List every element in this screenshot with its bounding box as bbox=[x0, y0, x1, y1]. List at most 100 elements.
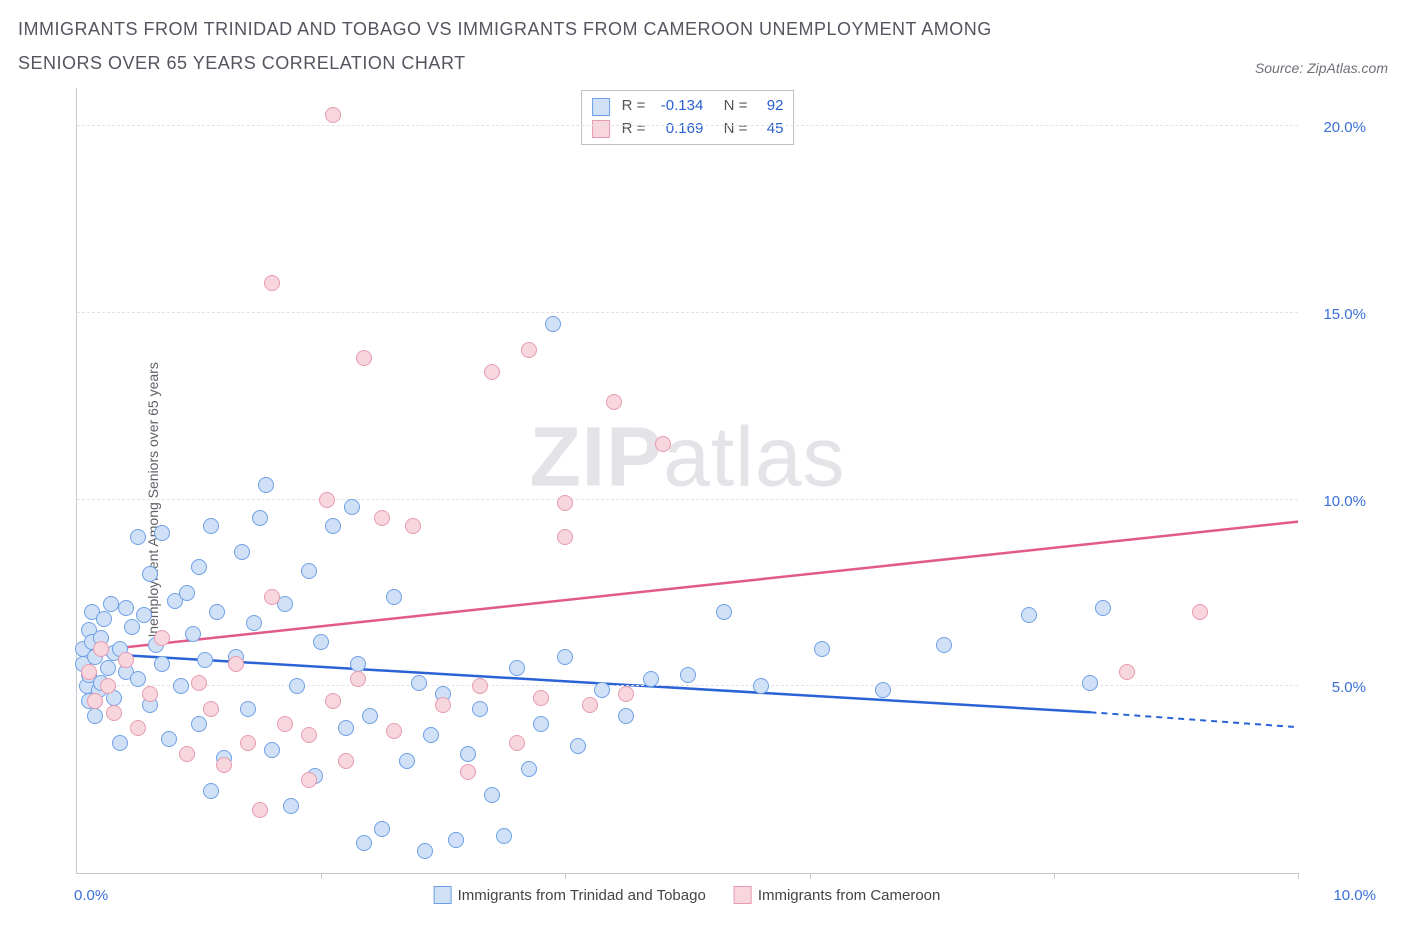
data-point bbox=[1192, 604, 1208, 620]
data-point bbox=[264, 589, 280, 605]
data-point bbox=[234, 544, 250, 560]
data-point bbox=[87, 708, 103, 724]
data-point bbox=[87, 693, 103, 709]
data-point bbox=[936, 637, 952, 653]
data-point bbox=[93, 641, 109, 657]
data-point bbox=[209, 604, 225, 620]
data-point bbox=[289, 678, 305, 694]
data-point bbox=[405, 518, 421, 534]
stats-legend-row: R =0.169 N =45 bbox=[592, 118, 784, 141]
data-point bbox=[118, 652, 134, 668]
x-axis-max-label: 10.0% bbox=[1333, 887, 1376, 904]
data-point bbox=[325, 693, 341, 709]
data-point bbox=[356, 835, 372, 851]
gridline bbox=[77, 125, 1298, 126]
data-point bbox=[130, 529, 146, 545]
data-point bbox=[606, 394, 622, 410]
x-tick bbox=[1298, 873, 1299, 879]
stats-legend-row: R =-0.134 N =92 bbox=[592, 95, 784, 118]
data-point bbox=[142, 566, 158, 582]
data-point bbox=[240, 701, 256, 717]
data-point bbox=[130, 720, 146, 736]
data-point bbox=[557, 529, 573, 545]
data-point bbox=[142, 686, 158, 702]
data-point bbox=[350, 656, 366, 672]
data-point bbox=[423, 727, 439, 743]
data-point bbox=[338, 720, 354, 736]
data-point bbox=[277, 716, 293, 732]
data-point bbox=[197, 652, 213, 668]
watermark: ZIPatlas bbox=[529, 409, 845, 506]
data-point bbox=[582, 697, 598, 713]
plot-area: ZIPatlas R =-0.134 N =92R =0.169 N =45 5… bbox=[76, 88, 1298, 874]
data-point bbox=[1119, 664, 1135, 680]
data-point bbox=[154, 630, 170, 646]
data-point bbox=[154, 525, 170, 541]
data-point bbox=[753, 678, 769, 694]
data-point bbox=[136, 607, 152, 623]
stats-legend: R =-0.134 N =92R =0.169 N =45 bbox=[581, 90, 795, 145]
data-point bbox=[484, 364, 500, 380]
data-point bbox=[179, 585, 195, 601]
data-point bbox=[313, 634, 329, 650]
data-point bbox=[557, 495, 573, 511]
data-point bbox=[203, 783, 219, 799]
data-point bbox=[264, 742, 280, 758]
data-point bbox=[356, 350, 372, 366]
data-point bbox=[716, 604, 732, 620]
data-point bbox=[103, 596, 119, 612]
data-point bbox=[594, 682, 610, 698]
data-point bbox=[161, 731, 177, 747]
data-point bbox=[252, 510, 268, 526]
data-point bbox=[118, 600, 134, 616]
data-point bbox=[301, 727, 317, 743]
data-point bbox=[301, 563, 317, 579]
data-point bbox=[484, 787, 500, 803]
data-point bbox=[362, 708, 378, 724]
y-tick-label: 10.0% bbox=[1323, 493, 1366, 510]
gridline bbox=[77, 312, 1298, 313]
data-point bbox=[81, 664, 97, 680]
y-tick-label: 15.0% bbox=[1323, 306, 1366, 323]
data-point bbox=[411, 675, 427, 691]
data-point bbox=[521, 761, 537, 777]
legend-item: Immigrants from Trinidad and Tobago bbox=[434, 886, 706, 904]
data-point bbox=[173, 678, 189, 694]
data-point bbox=[106, 705, 122, 721]
data-point bbox=[228, 656, 244, 672]
data-point bbox=[344, 499, 360, 515]
data-point bbox=[112, 735, 128, 751]
data-point bbox=[130, 671, 146, 687]
data-point bbox=[246, 615, 262, 631]
data-point bbox=[521, 342, 537, 358]
data-point bbox=[319, 492, 335, 508]
data-point bbox=[185, 626, 201, 642]
data-point bbox=[460, 746, 476, 762]
data-point bbox=[533, 690, 549, 706]
data-point bbox=[191, 559, 207, 575]
y-tick-label: 5.0% bbox=[1332, 679, 1366, 696]
data-point bbox=[179, 746, 195, 762]
data-point bbox=[655, 436, 671, 452]
data-point bbox=[350, 671, 366, 687]
data-point bbox=[154, 656, 170, 672]
data-point bbox=[417, 843, 433, 859]
data-point bbox=[814, 641, 830, 657]
data-point bbox=[325, 107, 341, 123]
data-point bbox=[399, 753, 415, 769]
data-point bbox=[435, 697, 451, 713]
data-point bbox=[301, 772, 317, 788]
data-point bbox=[374, 510, 390, 526]
data-point bbox=[96, 611, 112, 627]
data-point bbox=[203, 518, 219, 534]
gridline bbox=[77, 685, 1298, 686]
source-attribution: Source: ZipAtlas.com bbox=[1255, 60, 1388, 80]
data-point bbox=[448, 832, 464, 848]
data-point bbox=[374, 821, 390, 837]
data-point bbox=[533, 716, 549, 732]
data-point bbox=[1082, 675, 1098, 691]
data-point bbox=[100, 678, 116, 694]
data-point bbox=[570, 738, 586, 754]
data-point bbox=[643, 671, 659, 687]
data-point bbox=[460, 764, 476, 780]
